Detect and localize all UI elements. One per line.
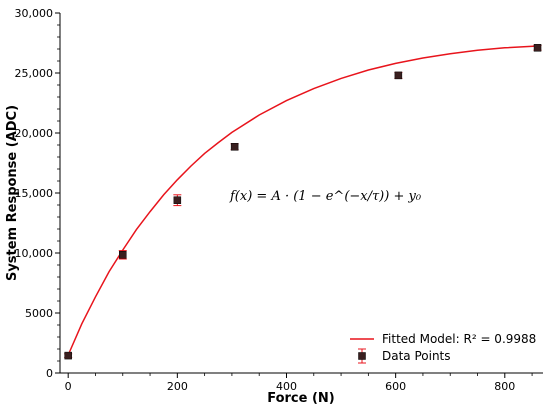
x-tick-label: 800 (494, 380, 515, 393)
data-point (394, 71, 403, 80)
y-tick-label: 30,000 (15, 7, 54, 20)
legend-label-points: Data Points (382, 349, 451, 363)
y-tick-label: 5000 (25, 307, 53, 320)
point-marker (173, 196, 182, 204)
x-tick-label: 400 (276, 380, 297, 393)
y-tick-label: 15,000 (15, 187, 54, 200)
y-axis-title: System Response (ADC) (5, 105, 20, 281)
data-point (118, 250, 127, 260)
legend: Fitted Model: R² = 0.9988 Data Points (350, 332, 536, 364)
plot-series (64, 44, 542, 360)
point-marker (119, 251, 127, 259)
data-point (173, 194, 182, 207)
y-tick-label: 0 (46, 367, 53, 380)
x-axis-title: Force (N) (267, 391, 335, 406)
formula-annotation: f(x) = A · (1 − e^(−x/τ)) + y₀ (229, 189, 422, 204)
x-tick-label: 0 (65, 380, 72, 393)
x-tick-label: 600 (385, 380, 406, 393)
data-point (533, 44, 542, 52)
legend-label-fitted: Fitted Model: R² = 0.9988 (382, 332, 536, 346)
y-tick-label: 10,000 (15, 247, 54, 260)
legend-point-swatch (358, 352, 366, 360)
point-marker (533, 44, 542, 52)
point-marker (230, 143, 239, 151)
point-marker (64, 351, 72, 360)
point-marker (394, 71, 403, 80)
data-point (230, 143, 239, 151)
data-point (64, 351, 73, 360)
axes: 0 200 400 600 800 0 5000 10,000 15,000 20,000 25,0… (15, 7, 543, 393)
x-tick-label: 200 (167, 380, 188, 393)
y-tick-label: 25,000 (15, 67, 54, 80)
y-tick-label: 20,000 (15, 127, 54, 140)
